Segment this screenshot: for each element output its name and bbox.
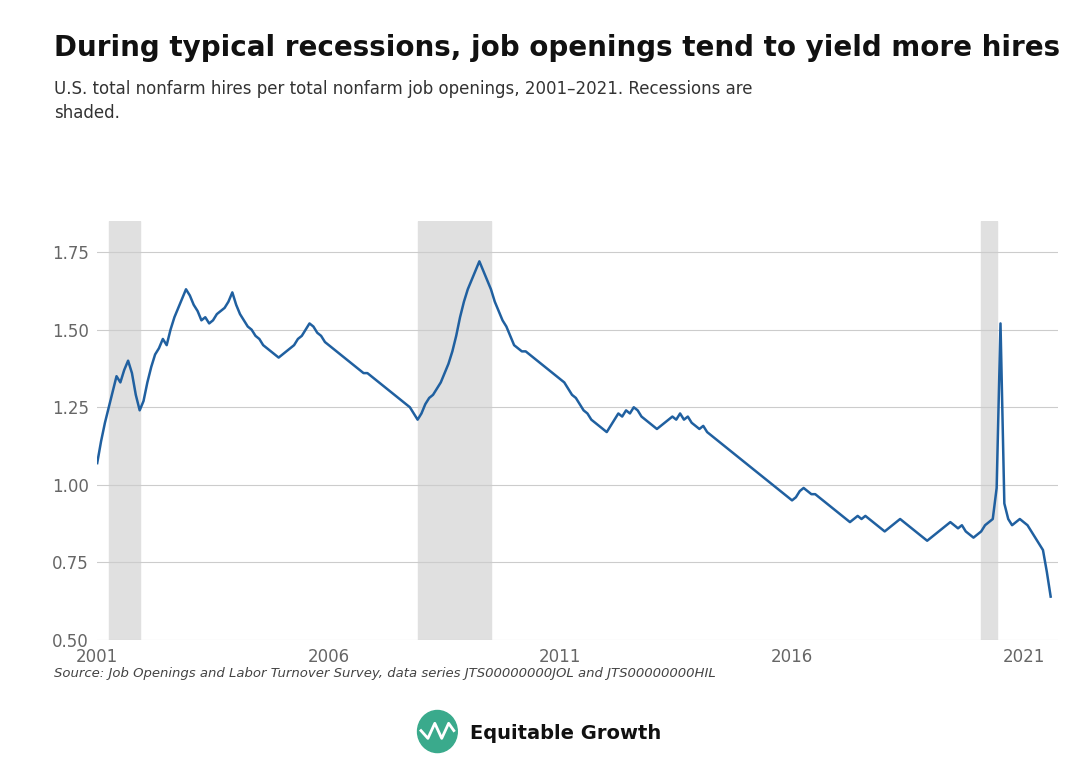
Circle shape xyxy=(418,710,457,753)
Text: During typical recessions, job openings tend to yield more hires: During typical recessions, job openings … xyxy=(54,34,1061,62)
Bar xyxy=(418,221,491,640)
Text: Equitable Growth: Equitable Growth xyxy=(470,724,661,742)
Text: U.S. total nonfarm hires per total nonfarm job openings, 2001–2021. Recessions a: U.S. total nonfarm hires per total nonfa… xyxy=(54,80,753,123)
Text: Source: Job Openings and Labor Turnover Survey, data series JTS00000000JOL and J: Source: Job Openings and Labor Turnover … xyxy=(54,667,716,680)
Bar xyxy=(981,221,997,640)
Bar xyxy=(109,221,139,640)
